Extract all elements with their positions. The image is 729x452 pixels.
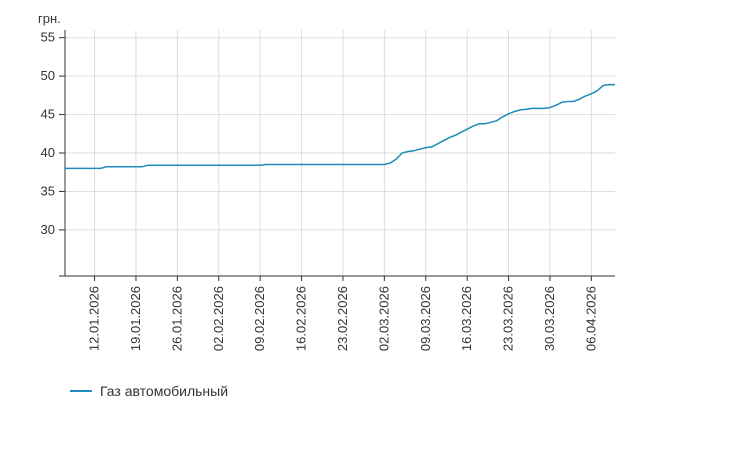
x-tick-label: 19.01.2026	[128, 286, 143, 351]
legend[interactable]: Газ автомобильный	[70, 383, 228, 399]
x-tick-label: 12.01.2026	[87, 286, 102, 351]
x-tick-labels: 12.01.2026 19.01.2026 26.01.2026 02.02.2026…	[87, 276, 598, 351]
x-tick-label: 16.03.2026	[459, 286, 474, 351]
legend-swatch	[70, 390, 92, 392]
y-tick-label: 50	[41, 68, 55, 83]
x-gridlines	[94, 30, 592, 276]
y-tick-label: 40	[41, 145, 55, 160]
y-tick-label: 30	[41, 222, 55, 237]
x-tick-label: 06.04.2026	[583, 286, 598, 351]
y-tick-label: 55	[41, 30, 55, 45]
x-tick-label: 16.02.2026	[294, 286, 309, 351]
y-tick-labels: 30 35 40 45 50 55	[41, 30, 65, 277]
x-tick-label: 09.02.2026	[252, 286, 267, 351]
x-tick-label: 30.03.2026	[542, 286, 557, 351]
y-axis-unit-label: грн.	[38, 11, 61, 26]
x-tick-label: 02.03.2026	[376, 286, 391, 351]
x-tick-label: 02.02.2026	[211, 286, 226, 351]
x-tick-label: 09.03.2026	[418, 286, 433, 351]
x-tick-label: 23.02.2026	[335, 286, 350, 351]
legend-label: Газ автомобильный	[100, 383, 229, 399]
y-tick-label: 45	[41, 107, 55, 122]
series-line	[65, 83, 615, 170]
series-layer	[65, 83, 615, 170]
y-tick-label: 35	[41, 183, 55, 198]
x-tick-label: 23.03.2026	[501, 286, 516, 351]
x-tick-label: 26.01.2026	[169, 286, 184, 351]
y-gridlines	[65, 37, 615, 231]
